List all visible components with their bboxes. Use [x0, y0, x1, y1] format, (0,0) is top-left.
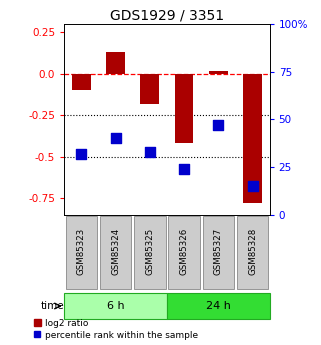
Title: GDS1929 / 3351: GDS1929 / 3351: [110, 9, 224, 23]
Text: 6 h: 6 h: [107, 301, 124, 311]
Text: GSM85328: GSM85328: [248, 228, 257, 275]
Text: GSM85326: GSM85326: [179, 228, 188, 275]
Bar: [209, 70, 228, 74]
Text: GSM85325: GSM85325: [145, 228, 154, 275]
Bar: [134, 216, 166, 289]
Text: GSM85324: GSM85324: [111, 228, 120, 275]
Point: [181, 166, 187, 172]
Bar: [168, 216, 200, 289]
Legend: log2 ratio, percentile rank within the sample: log2 ratio, percentile rank within the s…: [34, 319, 198, 339]
Text: time: time: [41, 301, 65, 311]
Bar: [243, 74, 262, 203]
Point: [113, 136, 118, 141]
Text: 24 h: 24 h: [206, 301, 231, 311]
Bar: [64, 293, 167, 319]
Point: [250, 183, 255, 189]
Bar: [167, 293, 270, 319]
Bar: [65, 216, 97, 289]
Point: [216, 122, 221, 128]
Bar: [140, 74, 159, 104]
Bar: [106, 52, 125, 74]
Bar: [100, 216, 131, 289]
Point: [79, 151, 84, 156]
Bar: [203, 216, 234, 289]
Bar: [72, 74, 91, 90]
Bar: [237, 216, 268, 289]
Text: GSM85327: GSM85327: [214, 228, 223, 275]
Point: [147, 149, 152, 155]
Text: GSM85323: GSM85323: [77, 228, 86, 275]
Bar: [175, 74, 194, 144]
